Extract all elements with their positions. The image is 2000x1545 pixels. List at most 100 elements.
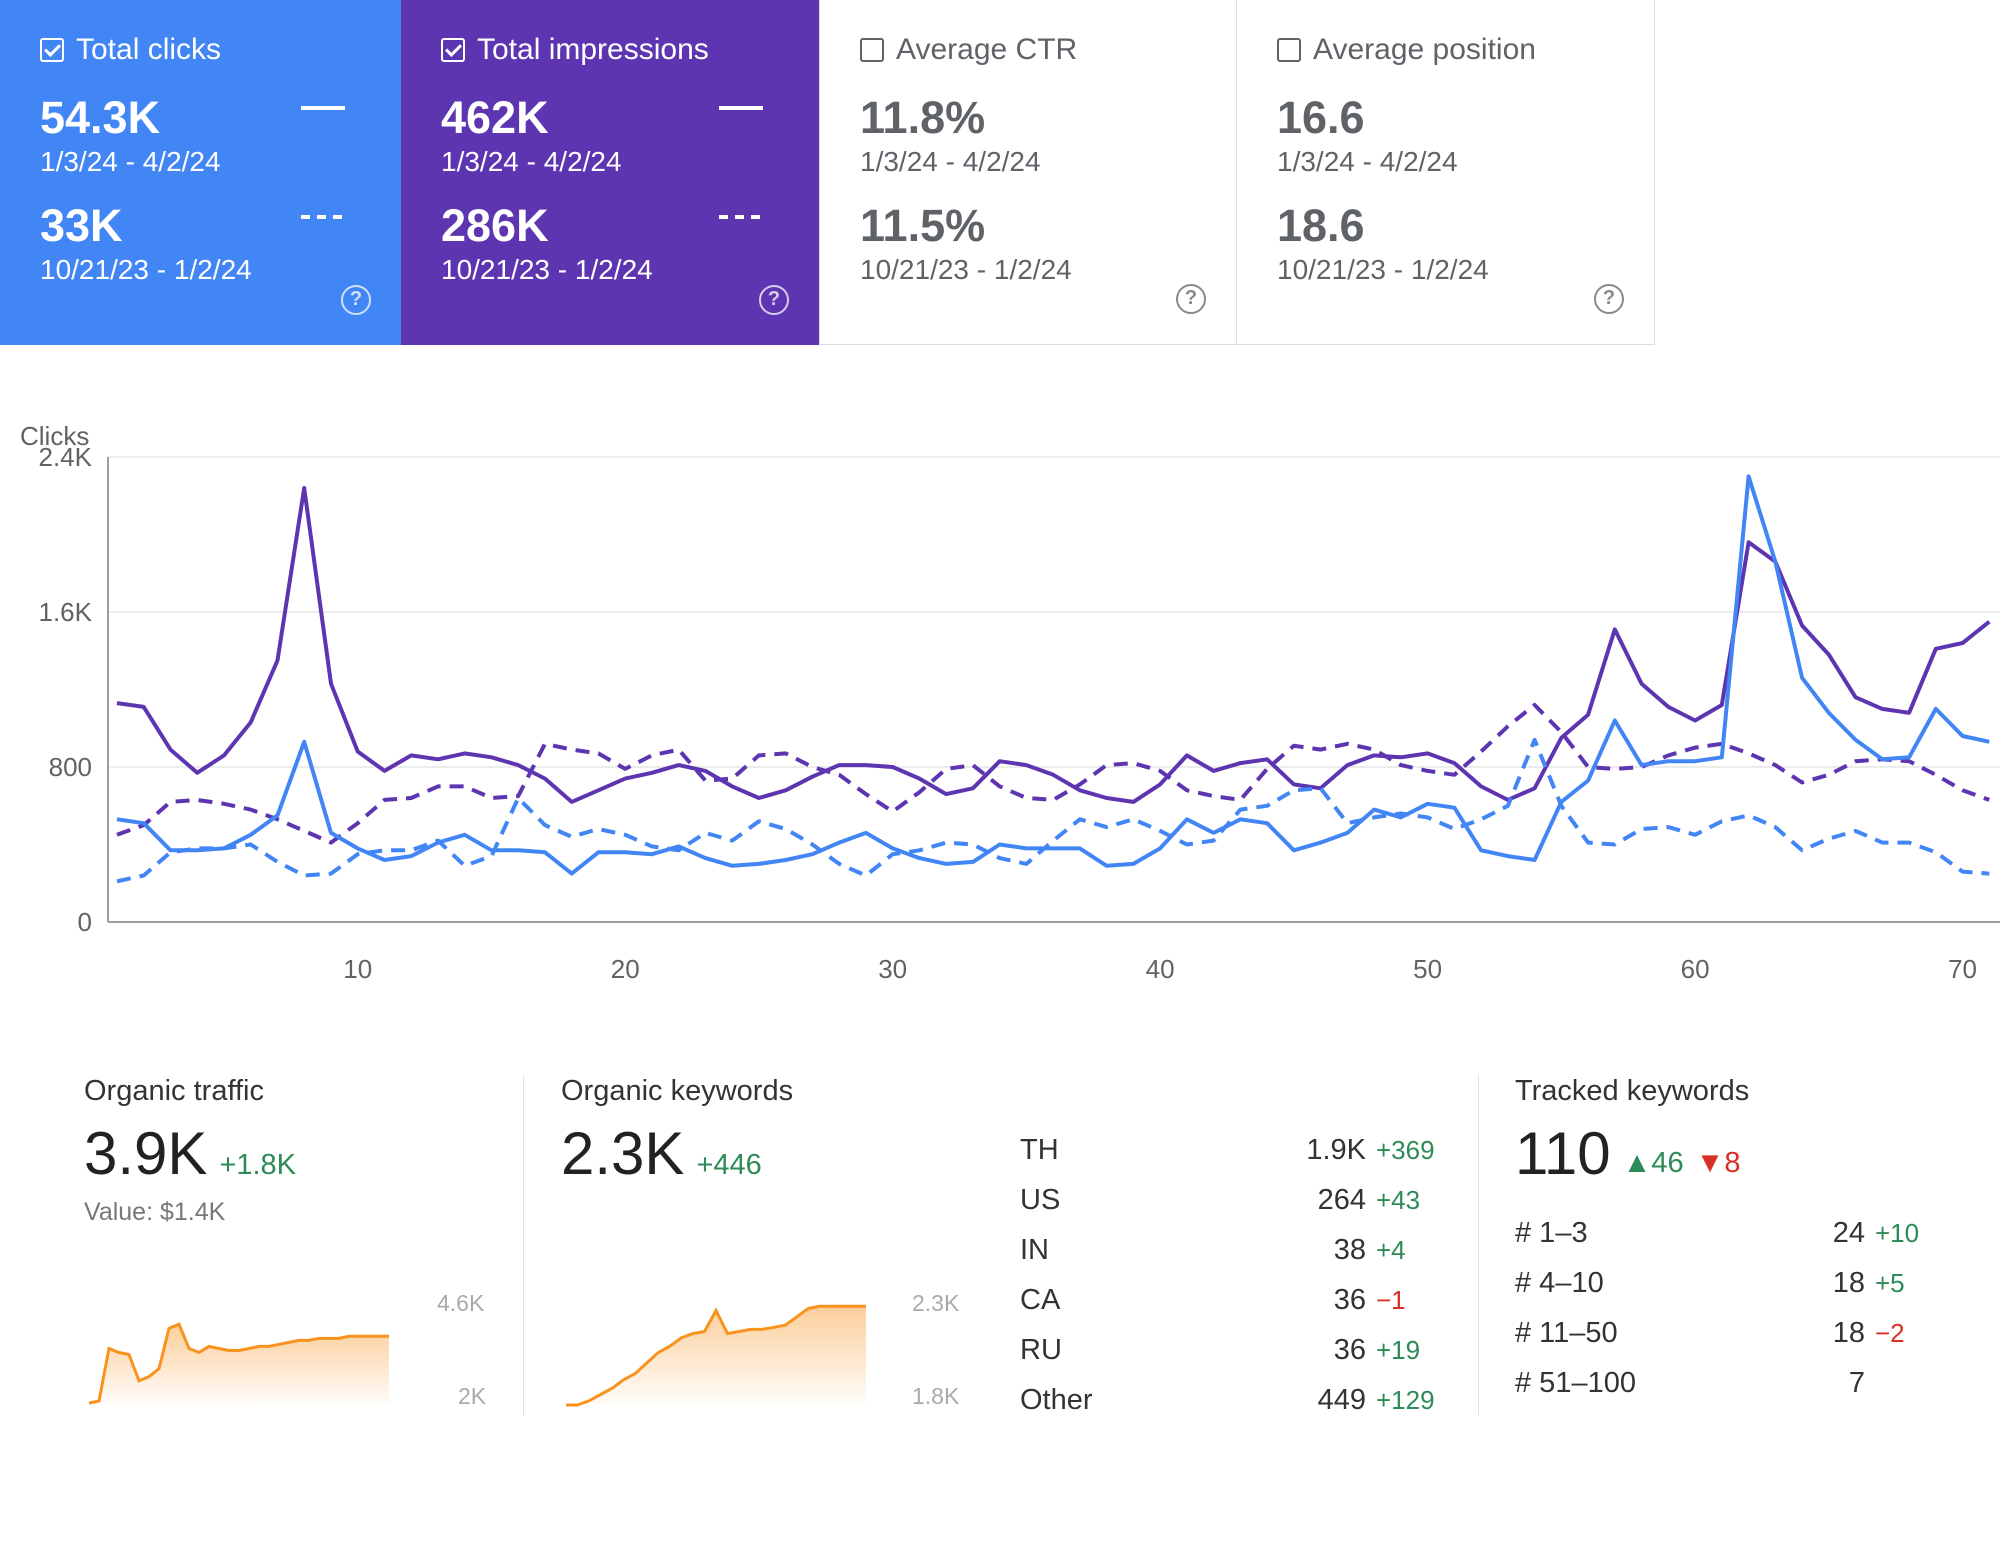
country-value: 36 bbox=[1333, 1333, 1366, 1366]
triangle-down-icon: ▼ bbox=[1695, 1147, 1725, 1179]
organic-traffic-sparkline[interactable] bbox=[84, 1285, 394, 1410]
previous-value: 18.6 bbox=[1277, 200, 1365, 251]
position-change: −2 bbox=[1875, 1317, 1905, 1348]
card-title: Total clicks bbox=[76, 33, 222, 66]
country-change: +369 bbox=[1376, 1134, 1435, 1165]
current-range: 1/3/24 - 4/2/24 bbox=[40, 146, 221, 177]
dashed-line-legend-icon bbox=[719, 215, 763, 219]
checkbox-checked-icon[interactable] bbox=[441, 38, 465, 62]
organic-keywords-widget: Organic keywords 2.3K +446 bbox=[561, 1075, 991, 1184]
checkbox-unchecked-icon[interactable] bbox=[860, 38, 884, 62]
position-row[interactable]: # 51–100 7 bbox=[1515, 1358, 1935, 1408]
current-range: 1/3/24 - 4/2/24 bbox=[1277, 146, 1458, 177]
country-row[interactable]: TH 1.9K +369 bbox=[1020, 1125, 1452, 1175]
clicks-previous-series-line[interactable] bbox=[116, 737, 1990, 884]
impressions-current-series-line[interactable] bbox=[116, 486, 1991, 804]
country-row[interactable]: CA 36 −1 bbox=[1020, 1275, 1452, 1325]
chart-series bbox=[116, 474, 1991, 884]
position-change: +10 bbox=[1875, 1217, 1920, 1248]
previous-range: 10/21/23 - 1/2/24 bbox=[441, 254, 653, 285]
help-icon[interactable]: ? bbox=[1176, 284, 1206, 314]
widget-title: Organic keywords bbox=[561, 1075, 794, 1107]
position-row[interactable]: # 1–3 24 +10 bbox=[1515, 1208, 1935, 1258]
traffic-value-usd: Value: $1.4K bbox=[84, 1198, 226, 1226]
impressions-previous-series-line[interactable] bbox=[116, 703, 1990, 845]
organic-keywords-value: 2.3K +446 bbox=[561, 1124, 991, 1184]
checkbox-unchecked-icon[interactable] bbox=[1277, 38, 1301, 62]
average-ctr-card[interactable]: Average CTR 11.8% 1/3/24 - 4/2/24 11.5% … bbox=[819, 0, 1237, 345]
divider bbox=[523, 1075, 524, 1415]
position-row[interactable]: # 4–10 18 +5 bbox=[1515, 1258, 1935, 1308]
country-change: +43 bbox=[1376, 1184, 1421, 1215]
country-name: IN bbox=[1020, 1233, 1049, 1266]
help-icon[interactable]: ? bbox=[759, 285, 789, 315]
previous-range: 10/21/23 - 1/2/24 bbox=[40, 254, 252, 285]
current-value: 54.3K bbox=[40, 92, 161, 143]
triangle-up-icon: ▲ bbox=[1622, 1147, 1652, 1179]
organic-keywords-sparkline[interactable] bbox=[561, 1285, 871, 1410]
x-tick-label: 70 bbox=[1948, 954, 1977, 984]
previous-value: 286K bbox=[441, 200, 549, 251]
x-tick-label: 60 bbox=[1681, 954, 1710, 984]
previous-range: 10/21/23 - 1/2/24 bbox=[860, 254, 1072, 285]
card-header: Average CTR bbox=[860, 30, 1236, 70]
position-list: # 1–3 24 +10 # 4–10 18 +5 # 11–50 18 −2 … bbox=[1515, 1208, 1935, 1408]
y-tick-label: 800 bbox=[49, 752, 92, 782]
clicks-line-chart[interactable]: Clicks 0 800 1.6K 2.4K 10 20 30 40 50 60 70 bbox=[0, 395, 2000, 995]
previous-metric: 286K 10/21/23 - 1/2/24 bbox=[441, 203, 653, 286]
position-row[interactable]: # 11–50 18 −2 bbox=[1515, 1308, 1935, 1358]
position-change: +5 bbox=[1875, 1267, 1905, 1298]
solid-line-legend-icon bbox=[719, 106, 763, 110]
widget-title: Organic traffic bbox=[84, 1075, 264, 1107]
traffic-delta: +1.8K bbox=[219, 1149, 297, 1181]
country-change: +19 bbox=[1376, 1334, 1421, 1365]
average-position-card[interactable]: Average position 16.6 1/3/24 - 4/2/24 18… bbox=[1237, 0, 1655, 345]
current-metric: 54.3K 1/3/24 - 4/2/24 bbox=[40, 95, 221, 178]
country-row[interactable]: RU 36 +19 bbox=[1020, 1325, 1452, 1375]
help-icon[interactable]: ? bbox=[1594, 284, 1624, 314]
clicks-current-series-line[interactable] bbox=[116, 474, 1990, 876]
country-row[interactable]: IN 38 +4 bbox=[1020, 1225, 1452, 1275]
total-clicks-card[interactable]: Total clicks 54.3K 1/3/24 - 4/2/24 33K 1… bbox=[0, 0, 401, 345]
y-axis-label: Clicks bbox=[20, 421, 89, 451]
previous-value: 11.5% bbox=[860, 200, 986, 251]
position-count: 24 bbox=[1832, 1216, 1865, 1249]
tracked-up: ▲46 bbox=[1623, 1149, 1684, 1178]
spark-min-label: 2K bbox=[458, 1383, 487, 1409]
divider bbox=[1478, 1075, 1479, 1415]
current-metric: 16.6 1/3/24 - 4/2/24 bbox=[1277, 95, 1458, 178]
checkbox-checked-icon[interactable] bbox=[40, 38, 64, 62]
organic-traffic-spark-area bbox=[89, 1324, 389, 1405]
current-value: 11.8% bbox=[860, 92, 986, 143]
previous-metric: 11.5% 10/21/23 - 1/2/24 bbox=[860, 203, 1072, 286]
solid-line-legend-icon bbox=[301, 106, 345, 110]
help-icon[interactable]: ? bbox=[341, 285, 371, 315]
y-tick-label: 2.4K bbox=[39, 442, 93, 472]
card-header: Total clicks bbox=[40, 30, 401, 70]
y-tick-label: 0 bbox=[78, 907, 92, 937]
country-value: 38 bbox=[1333, 1233, 1366, 1266]
organic-traffic-spark-line bbox=[88, 1322, 389, 1405]
position-count: 7 bbox=[1848, 1366, 1865, 1399]
widget-title: Tracked keywords bbox=[1515, 1075, 1750, 1107]
organic-traffic-value: 3.9K +1.8K bbox=[84, 1124, 504, 1184]
tracked-value: 110 bbox=[1515, 1120, 1611, 1187]
x-tick-label: 40 bbox=[1146, 954, 1175, 984]
previous-metric: 33K 10/21/23 - 1/2/24 bbox=[40, 203, 252, 286]
current-metric: 11.8% 1/3/24 - 4/2/24 bbox=[860, 95, 1041, 178]
keywords-delta: +446 bbox=[696, 1149, 762, 1181]
previous-metric: 18.6 10/21/23 - 1/2/24 bbox=[1277, 203, 1489, 286]
total-impressions-card[interactable]: Total impressions 462K 1/3/24 - 4/2/24 2… bbox=[401, 0, 819, 345]
country-row[interactable]: Other 449 +129 bbox=[1020, 1375, 1452, 1425]
chart-grid bbox=[107, 456, 2000, 923]
organic-keywords-spark-line bbox=[566, 1304, 866, 1407]
country-row[interactable]: US 264 +43 bbox=[1020, 1175, 1452, 1225]
x-tick-label: 20 bbox=[611, 954, 640, 984]
previous-range: 10/21/23 - 1/2/24 bbox=[1277, 254, 1489, 285]
y-tick-label: 1.6K bbox=[39, 597, 93, 627]
x-axis-ticks: 10 20 30 40 50 60 70 bbox=[343, 954, 1977, 984]
tracked-up-count: 46 bbox=[1651, 1147, 1684, 1179]
tracked-down: ▼8 bbox=[1696, 1149, 1741, 1178]
x-tick-label: 30 bbox=[878, 954, 907, 984]
country-list: TH 1.9K +369 US 264 +43 IN 38 +4 CA 36 −… bbox=[1020, 1125, 1452, 1425]
